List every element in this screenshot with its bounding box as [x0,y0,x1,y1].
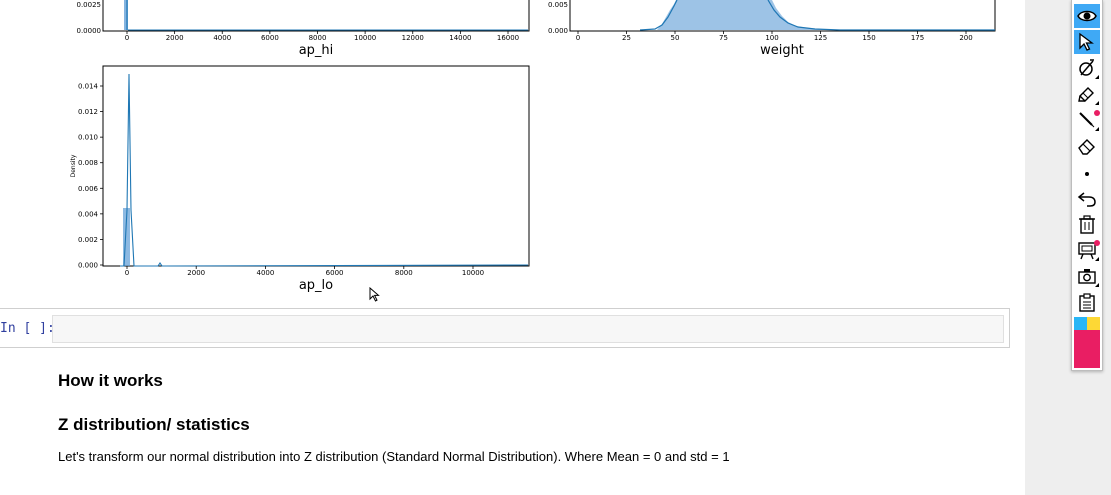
pointer-icon[interactable] [1074,30,1100,54]
ap-hi-xtick-label: 6000 [261,34,279,42]
ap-hi-xtick-label: 4000 [213,34,231,42]
ap-lo-xtick-label: 2000 [187,269,205,277]
clipboard-icon[interactable] [1074,290,1100,314]
annotation-toolbar [1071,0,1103,371]
ap-hi-bar [124,0,128,30]
notebook-area: 0 2000 4000 6000 8000 10000 12000 14000 16000 0.… [0,0,1010,464]
weight-xtick-label: 200 [959,34,972,42]
ap-lo-ytick-label: 0.000 [78,262,98,270]
code-input[interactable] [52,315,1004,343]
ap-lo-xtick-label: 0 [125,269,129,277]
weight-xtick-label: 100 [765,34,778,42]
whiteboard-icon[interactable] [1074,238,1100,262]
weight-xtick-label: 175 [911,34,924,42]
weight-axes-frame [569,0,996,32]
ap-lo-ytick-label: 0.012 [78,108,98,116]
ap-lo-plot: 0.014 0.012 0.010 0.008 0.006 0.004 0.002 0.000… [70,65,530,293]
ap-lo-xtick-label: 8000 [395,269,413,277]
ap-hi-ytick-zero: 0.0000 [77,27,102,35]
heading-how-it-works: How it works [58,371,163,390]
eye-icon[interactable] [1074,4,1100,28]
weight-xtick-label: 75 [719,34,728,42]
ap-lo-kde-line [120,73,529,267]
ap-hi-xtick-label: 8000 [309,34,327,42]
ap-lo-xtick-label: 4000 [256,269,274,277]
ap-hi-plot: 0 2000 4000 6000 8000 10000 12000 14000 16000 0.… [77,0,530,58]
weight-ytick-zero: 0.000 [548,27,568,35]
cell-prompt: In [ ]: [0,321,55,336]
ap-hi-ytick-top: 0.0025 [77,1,102,9]
eraser-icon[interactable] [1074,134,1100,158]
ap-hi-xtick-label: 14000 [449,34,471,42]
ap-hi-xtick-label: 0 [125,34,129,42]
weight-xtick-label: 125 [814,34,827,42]
ap-hi-xlabel: ap_hi [299,43,334,58]
camera-icon[interactable] [1074,264,1100,288]
highlighter-icon[interactable] [1074,82,1100,106]
ap-hi-xtick-label: 2000 [166,34,184,42]
ap-lo-xtick-label: 10000 [462,269,484,277]
ap-lo-ytick-label: 0.008 [78,159,98,167]
ap-lo-bar [123,208,130,266]
weight-histogram [657,0,870,30]
weight-xtick-label: 0 [576,34,580,42]
heading-z-distribution: Z distribution/ statistics [58,415,250,434]
code-cell: In [ ]: [0,308,1010,348]
laser-pointer-icon[interactable] [1074,56,1100,80]
dot-icon[interactable] [1074,160,1100,184]
weight-kde-line [639,0,995,31]
weight-xtick-label: 150 [862,34,875,42]
weight-plot: 0 25 50 75 100 125 150 175 200 0.005 0.000 weigh… [548,0,996,58]
ap-lo-ytick-label: 0.004 [78,210,99,218]
markdown-paragraph: Let's transform our normal distribution … [58,449,730,464]
weight-ytick-top: 0.005 [548,1,568,9]
ap-lo-ytick-label: 0.014 [78,83,99,91]
ap-hi-axes-frame [102,0,530,32]
ap-hi-xtick-label: 16000 [497,34,519,42]
mouse-cursor-icon [369,287,380,302]
color-swatch-cyan[interactable] [1074,317,1087,330]
trash-icon[interactable] [1074,212,1100,236]
color-swatch-yellow[interactable] [1087,317,1100,330]
weight-xlabel: weight [760,43,804,58]
ap-lo-ylabel: Density [70,154,77,177]
ap-lo-xlabel: ap_lo [299,278,333,293]
ap-lo-ytick-label: 0.006 [78,185,99,193]
color-swatch-magenta[interactable] [1074,330,1100,368]
ap-hi-xtick-label: 12000 [402,34,424,42]
weight-xtick-label: 50 [671,34,680,42]
weight-xtick-label: 25 [622,34,631,42]
pen-icon[interactable] [1074,108,1100,132]
ap-lo-xtick-label: 6000 [326,269,344,277]
ap-lo-ytick-label: 0.002 [78,236,98,244]
ap-lo-axes-frame [102,65,530,267]
ap-hi-xtick-label: 10000 [354,34,376,42]
undo-icon[interactable] [1074,186,1100,210]
ap-lo-ytick-label: 0.010 [78,134,98,142]
